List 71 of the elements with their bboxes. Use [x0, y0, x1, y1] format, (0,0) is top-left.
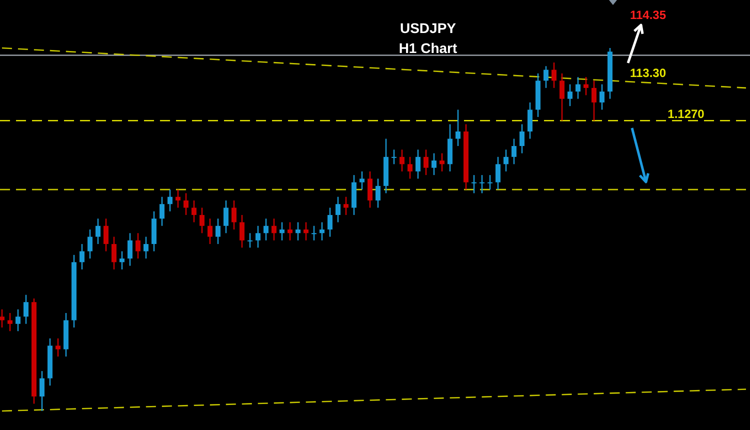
candlestick: [336, 196, 340, 223]
candlestick: [528, 102, 532, 140]
candlestick: [480, 174, 484, 194]
candlestick: [592, 80, 596, 122]
candlestick: [408, 156, 412, 180]
candlestick: [16, 308, 20, 332]
candlestick: [456, 109, 460, 147]
candlestick: [296, 222, 300, 241]
candlestick: [216, 218, 220, 245]
candlestick: [368, 170, 372, 208]
candlestick: [544, 66, 548, 89]
candlestick: [472, 174, 476, 194]
candlestick: [8, 312, 12, 332]
candlestick: [424, 149, 428, 176]
candlestick: [104, 218, 108, 252]
candlestick: [136, 232, 140, 260]
candlestick: [512, 138, 516, 165]
candlestick: [288, 222, 292, 241]
candlestick: [440, 152, 444, 172]
chart-subtitle: H1 Chart: [398, 40, 458, 56]
candlestick: [576, 76, 580, 100]
candlestick: [360, 170, 364, 190]
candlestick: [488, 174, 492, 190]
candlestick: [280, 222, 284, 241]
chart-title: USDJPY: [400, 20, 457, 36]
candlestick: [264, 218, 268, 241]
candlestick: [168, 188, 172, 212]
candlestick: [560, 72, 564, 122]
candlestick: [240, 214, 244, 248]
candlestick: [416, 149, 420, 180]
candlestick: [96, 218, 100, 245]
candlestick: [320, 222, 324, 241]
candlestick: [24, 294, 28, 324]
candlestick: [176, 188, 180, 208]
candlestick: [248, 232, 252, 248]
candlestick: [256, 225, 260, 248]
candlestick: [200, 207, 204, 234]
annotation: 113.30: [630, 66, 666, 80]
candlestick: [120, 250, 124, 270]
candlestick: [400, 149, 404, 172]
candlestick: [568, 84, 572, 107]
candlestick: [40, 370, 44, 412]
candlestick: [160, 196, 164, 226]
candlestick: [88, 228, 92, 260]
candlestick: [232, 200, 236, 230]
candlestick: [312, 225, 316, 241]
candlestick: [392, 149, 396, 165]
candlestick: [504, 149, 508, 172]
candlestick: [80, 243, 84, 270]
candlestick: [328, 207, 332, 238]
candlestick: [496, 156, 500, 190]
candlestick: [600, 84, 604, 110]
candlestick: [304, 222, 308, 241]
candlestick: [128, 232, 132, 266]
candlestick: [0, 308, 4, 328]
candlestick: [56, 338, 60, 358]
candlestick: [192, 200, 196, 223]
candlestick: [552, 62, 556, 89]
annotation: 1.1270: [668, 107, 705, 121]
candlestick: [224, 200, 228, 234]
candlestick: [112, 236, 116, 270]
text: 114.35: [630, 8, 666, 22]
candlestick: [272, 218, 276, 241]
candlestick: [520, 124, 524, 154]
candlestick: [344, 196, 348, 216]
candlestick: [144, 236, 148, 260]
candlestick: [184, 192, 188, 216]
candlestick: [376, 178, 380, 208]
candlestick: [432, 152, 436, 176]
candlestick: [208, 218, 212, 245]
candlestick: [584, 76, 588, 96]
